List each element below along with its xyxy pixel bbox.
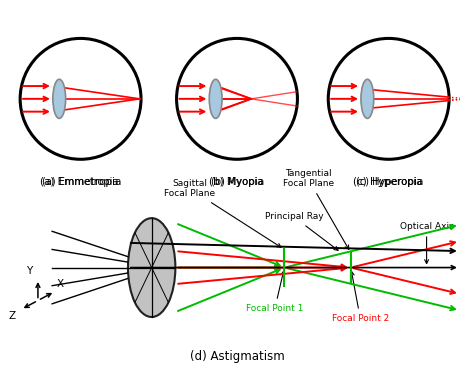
Text: Optical Axis: Optical Axis — [400, 222, 454, 264]
Text: (b) Myopia: (b) Myopia — [210, 177, 264, 187]
Text: Z: Z — [9, 311, 16, 321]
Text: (c) Hyperopia: (c) Hyperopia — [354, 177, 424, 187]
Text: (a) Emmetropia: (a) Emmetropia — [40, 177, 121, 187]
Text: Tangential
Focal Plane: Tangential Focal Plane — [283, 169, 349, 249]
Text: (a) Emmetropia: (a) Emmetropia — [42, 177, 119, 187]
Ellipse shape — [128, 218, 175, 317]
Text: Y: Y — [26, 266, 33, 276]
Ellipse shape — [361, 79, 374, 118]
Text: (d) Astigmatism: (d) Astigmatism — [190, 350, 284, 363]
Text: Principal Ray: Principal Ray — [264, 213, 338, 250]
Text: (c) Hyperopia: (c) Hyperopia — [356, 177, 422, 187]
Text: (b) Myopia: (b) Myopia — [211, 177, 263, 187]
Text: Focal Point 1: Focal Point 1 — [246, 272, 304, 313]
Ellipse shape — [209, 79, 222, 118]
Text: Focal Point 2: Focal Point 2 — [332, 272, 389, 323]
Text: Sagittal
Focal Plane: Sagittal Focal Plane — [164, 179, 281, 247]
Text: X: X — [57, 279, 64, 289]
Ellipse shape — [53, 79, 65, 118]
